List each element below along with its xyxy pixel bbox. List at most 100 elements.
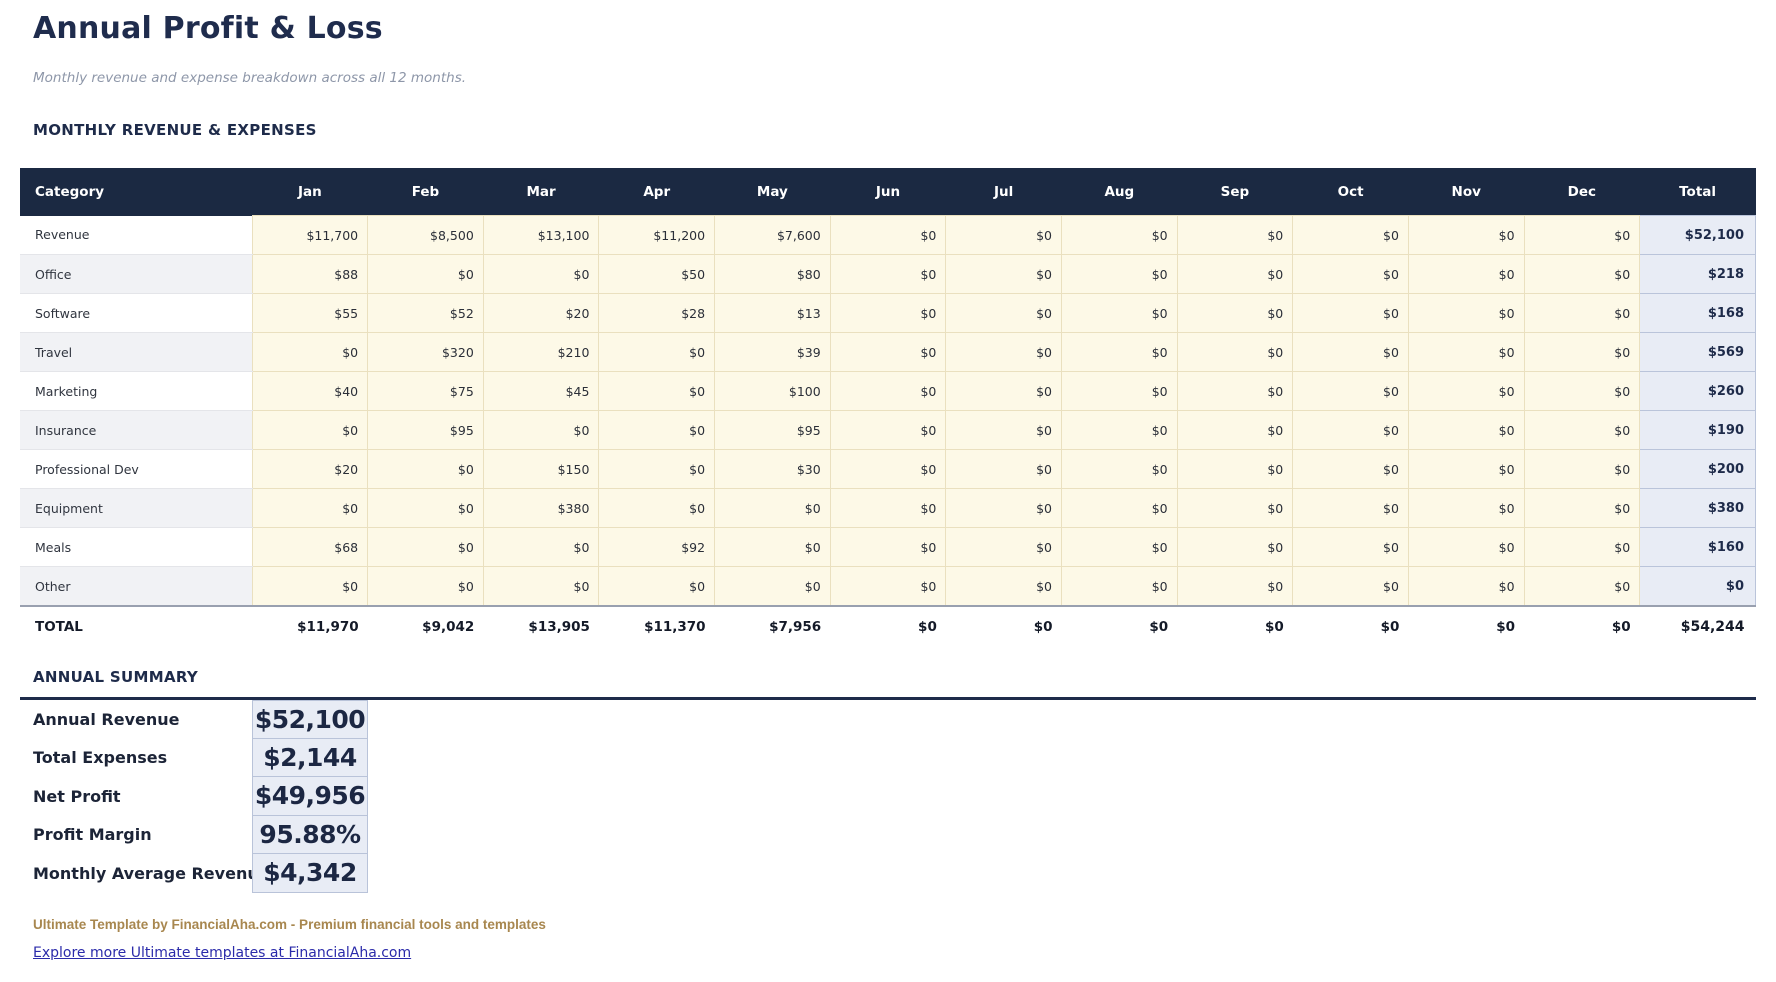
section-heading-summary: ANNUAL SUMMARY [33,668,199,686]
value-cell: $0 [1523,293,1641,333]
value-cell: $0 [1292,527,1409,567]
value-cell: $80 [714,254,831,294]
value-cell: $0 [251,332,369,372]
summary-row: Monthly Average Revenu $4,342 [20,854,368,893]
value-cell: $0 [1176,488,1294,528]
table-row: Office $88 $0 $0 $50 $80 $0 $0 $0 $0 $0 $0 $0 $218 [20,254,1756,294]
value-cell: $0 [1407,449,1525,489]
value-cell: $0 [829,410,947,450]
value-cell: $0 [1407,410,1525,450]
category-cell: Insurance [20,410,252,450]
value-cell: $100 [714,371,831,411]
value-cell: $0 [1523,215,1641,255]
annual-summary-table: Annual Revenue $52,100 Total Expenses $2,14… [20,700,368,893]
value-cell: $92 [598,527,716,567]
value-cell: $0 [482,566,600,607]
value-cell: $0 [945,488,1062,528]
value-cell: $0 [829,254,947,294]
value-cell: $0 [945,527,1062,567]
row-total-cell: $200 [1639,449,1756,489]
value-cell: $0 [829,332,947,372]
total-value-cell: $0 [1292,605,1409,646]
value-cell: $13,100 [482,215,600,255]
value-cell: $0 [945,449,1062,489]
value-cell: $0 [1407,488,1525,528]
value-cell: $0 [598,449,716,489]
value-cell: $0 [251,488,369,528]
category-cell: Meals [20,527,252,567]
value-cell: $88 [251,254,369,294]
column-header-sep: Sep [1177,168,1293,216]
value-cell: $20 [251,449,369,489]
value-cell: $0 [1176,254,1294,294]
value-cell: $0 [482,410,600,450]
value-cell: $0 [1523,254,1641,294]
value-cell: $20 [482,293,600,333]
row-total-cell: $380 [1639,488,1756,528]
value-cell: $0 [367,254,484,294]
column-header-jun: Jun [830,168,946,216]
table-header-row: Category Jan Feb Mar Apr May Jun Jul Aug Sep Oct No… [20,168,1756,216]
value-cell: $52 [367,293,484,333]
footer-tagline: Ultimate Template by FinancialAha.com - … [33,917,546,932]
value-cell: $0 [714,527,831,567]
category-cell: Other [20,566,252,607]
row-total-cell: $52,100 [1639,215,1756,255]
value-cell: $0 [1523,566,1641,607]
total-value-cell: $0 [1061,605,1178,646]
footer-link[interactable]: Explore more Ultimate templates at Finan… [33,945,412,961]
value-cell: $210 [482,332,600,372]
value-cell: $0 [1176,527,1294,567]
total-value-cell: $9,042 [367,605,484,646]
column-header-dec: Dec [1524,168,1640,216]
total-value-cell: $0 [830,605,946,646]
value-cell: $0 [598,371,716,411]
value-cell: $0 [1176,293,1294,333]
value-cell: $0 [482,254,600,294]
value-cell: $0 [714,488,831,528]
summary-label: Profit Margin [33,825,152,845]
page-title: Annual Profit & Loss [33,11,383,46]
value-cell: $0 [945,566,1062,607]
value-cell: $0 [1407,566,1525,607]
value-cell: $0 [1407,527,1525,567]
value-cell: $0 [1407,254,1525,294]
value-cell: $0 [1060,293,1178,333]
value-cell: $0 [1523,527,1641,567]
value-cell: $0 [1523,332,1641,372]
table-row: Travel $0 $320 $210 $0 $39 $0 $0 $0 $0 $0 $0 $0 $569 [20,332,1756,372]
value-cell: $0 [829,527,947,567]
table-row: Revenue $11,700 $8,500 $13,100 $11,200 $7,600… [20,215,1756,255]
value-cell: $0 [714,566,831,607]
value-cell: $0 [1523,371,1641,411]
value-cell: $0 [1176,371,1294,411]
value-cell: $40 [251,371,369,411]
value-cell: $0 [829,488,947,528]
value-cell: $30 [714,449,831,489]
value-cell: $0 [1292,215,1409,255]
column-header-feb: Feb [367,168,484,216]
total-value-cell: $7,956 [714,605,831,646]
row-total-cell: $260 [1639,371,1756,411]
value-cell: $0 [1060,410,1178,450]
value-cell: $0 [1523,449,1641,489]
value-cell: $0 [1292,254,1409,294]
value-cell: $0 [1060,488,1178,528]
value-cell: $0 [1060,254,1178,294]
value-cell: $95 [367,410,484,450]
total-value-cell: $0 [1408,605,1525,646]
row-total-cell: $218 [1639,254,1756,294]
summary-label: Total Expenses [33,748,168,768]
value-cell: $0 [367,488,484,528]
value-cell: $8,500 [367,215,484,255]
value-cell: $0 [1523,410,1641,450]
value-cell: $95 [714,410,831,450]
total-label-cell: TOTAL [20,605,252,646]
row-total-cell: $160 [1639,527,1756,567]
summary-value-box: $2,144 [252,738,368,777]
total-value-cell: $11,970 [252,605,368,646]
value-cell: $13 [714,293,831,333]
category-cell: Revenue [20,215,252,255]
column-header-may: May [714,168,831,216]
column-header-oct: Oct [1292,168,1409,216]
